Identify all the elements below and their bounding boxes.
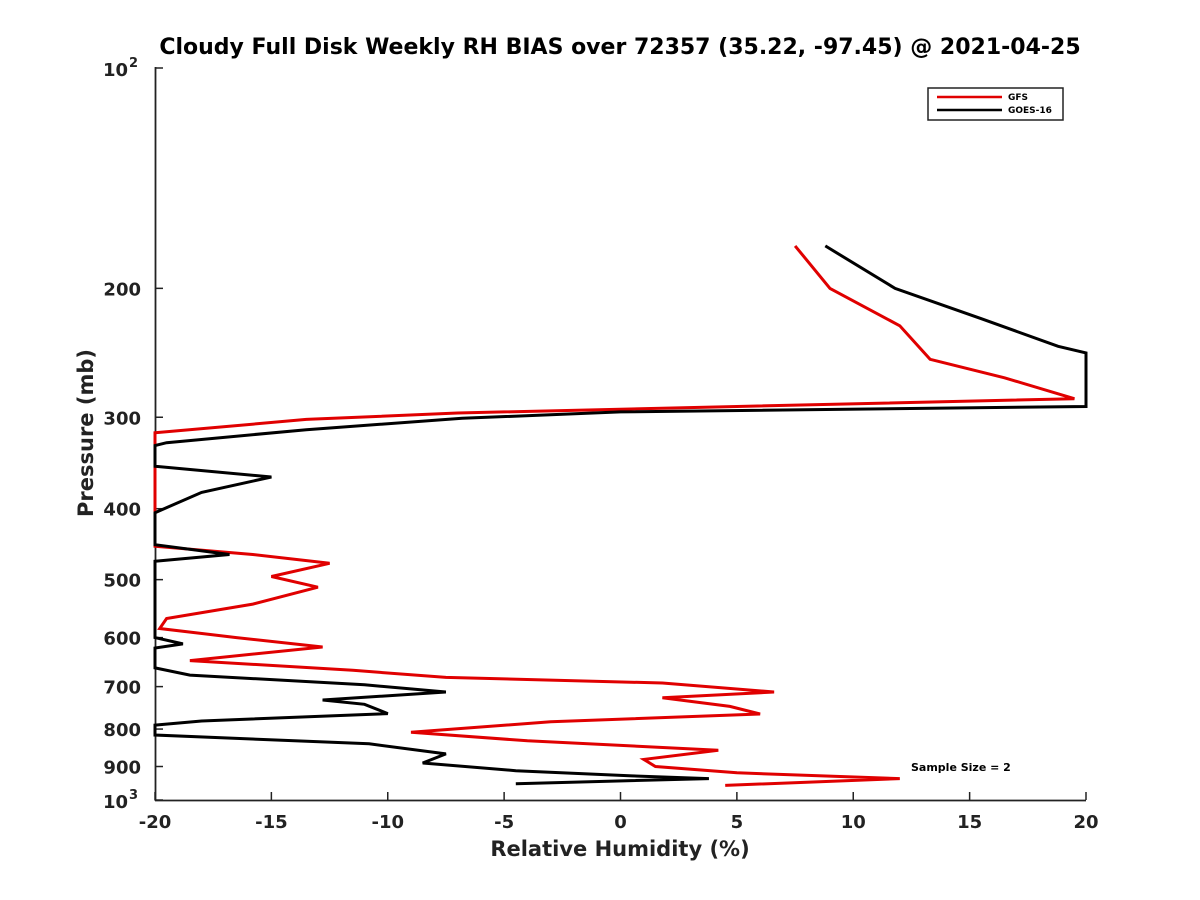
- y-tick-exponent: 3: [129, 788, 138, 803]
- chart-title: Cloudy Full Disk Weekly RH BIAS over 723…: [159, 35, 1080, 60]
- sample-size-annotation: Sample Size = 2: [911, 761, 1011, 774]
- y-tick-label: 200: [103, 279, 141, 300]
- x-tick-label: 0: [614, 812, 627, 833]
- x-tick-label: 20: [1073, 812, 1098, 833]
- legend-label-goes16: GOES-16: [1008, 106, 1052, 116]
- y-tick-label: 500: [103, 571, 141, 592]
- x-tick-label: -10: [371, 812, 404, 833]
- y-tick-label: 900: [103, 758, 141, 779]
- y-tick-label: 10: [103, 792, 128, 813]
- legend: GFS GOES-16: [927, 87, 1064, 121]
- x-tick-label: 10: [841, 812, 866, 833]
- series-line-gfs: [153, 244, 1075, 787]
- y-tick-exponent: 2: [129, 56, 138, 71]
- x-axis-label: Relative Humidity (%): [490, 837, 749, 861]
- series-layer: [153, 244, 1088, 787]
- legend-label-gfs: GFS: [1008, 93, 1028, 103]
- y-tick-label: 10: [103, 60, 128, 81]
- y-tick-label: 400: [103, 500, 141, 521]
- x-tick-label: -5: [494, 812, 514, 833]
- series-line-goes-16: [153, 244, 1088, 786]
- legend-box: [927, 87, 1064, 121]
- y-tick-label: 300: [103, 408, 141, 429]
- y-tick-label: 700: [103, 678, 141, 699]
- x-tick-label: -15: [255, 812, 288, 833]
- x-tick-label: 5: [731, 812, 744, 833]
- y-tick-label: 800: [103, 720, 141, 741]
- x-tick-label: -20: [139, 812, 172, 833]
- x-tick-label: 15: [957, 812, 982, 833]
- y-tick-label: 600: [103, 629, 141, 650]
- y-axis-label: Pressure (mb): [74, 349, 98, 517]
- x-ticks: -20 -15 -10 -5 0 5 10 15 20: [139, 792, 1099, 833]
